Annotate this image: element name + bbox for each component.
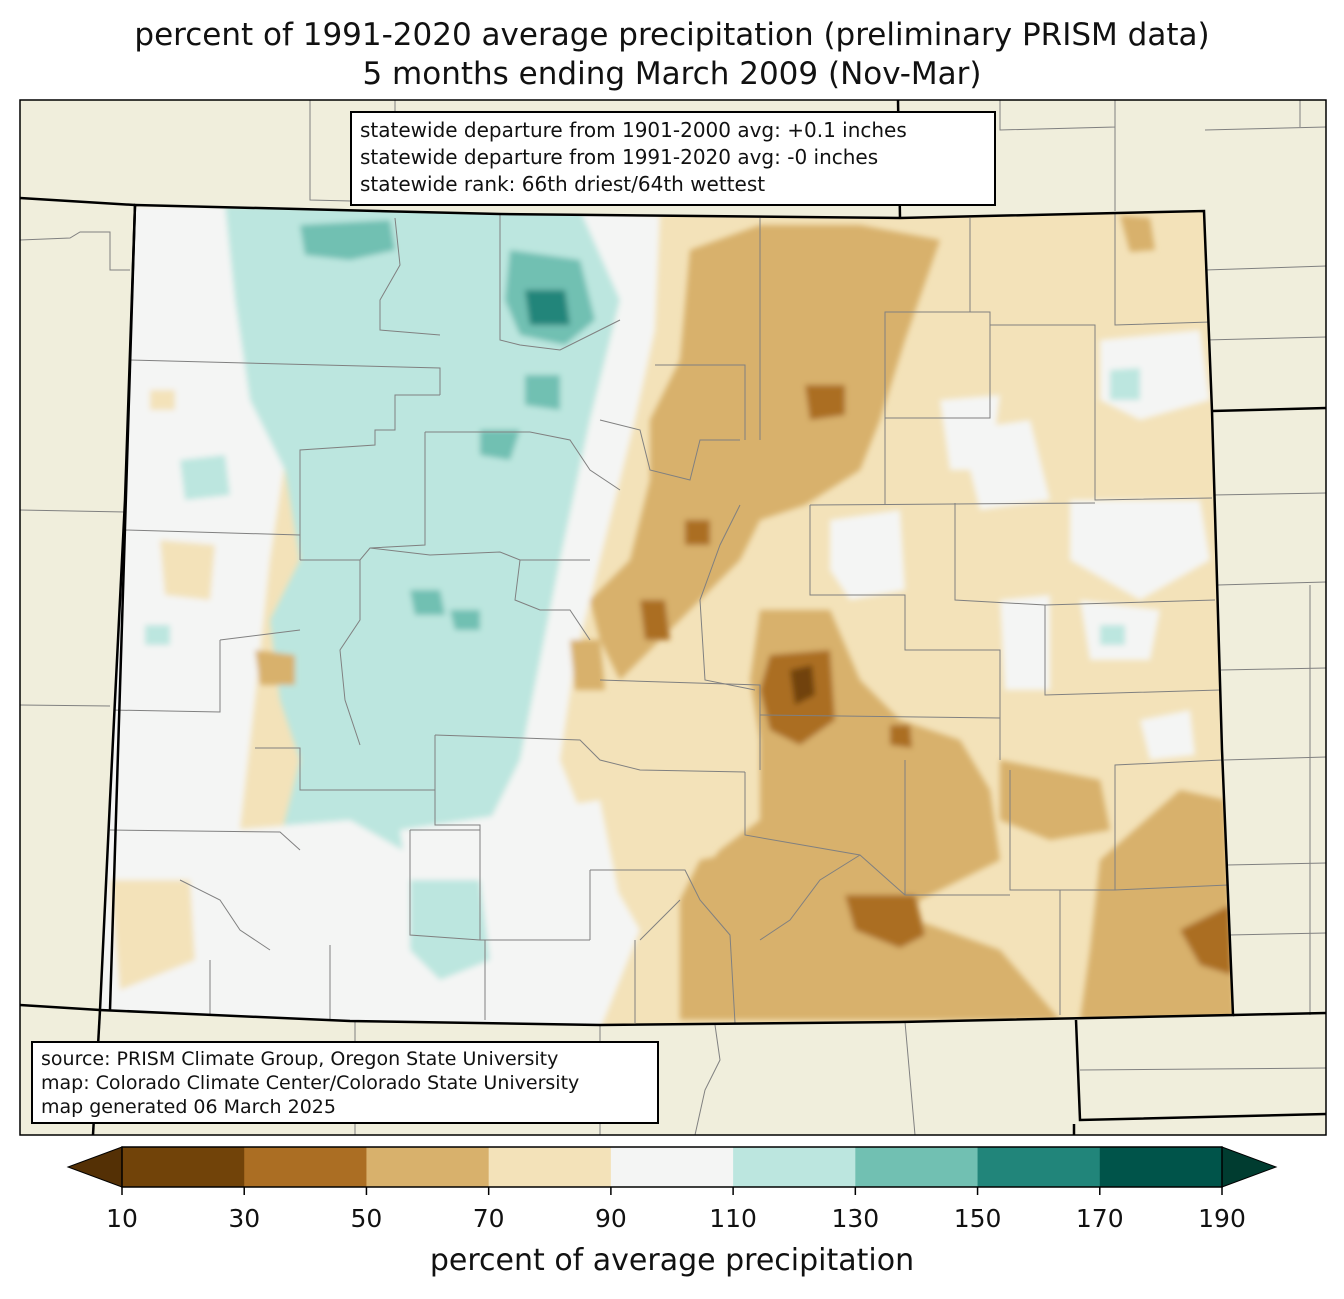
colorbar-tick-label: 10 — [106, 1204, 138, 1233]
colorado-county-lines — [109, 211, 1229, 1024]
state-borders — [19, 99, 1327, 1136]
colorado-precip-field — [100, 205, 1233, 1025]
colorbar-tick-label: 90 — [594, 1204, 627, 1233]
source-line-2: map: Colorado Climate Center/Colorado St… — [41, 1072, 580, 1094]
colorbar-bin — [977, 1147, 1101, 1187]
map-title: percent of 1991-2020 average precipitati… — [134, 17, 1210, 53]
source-line-3: map generated 06 March 2025 — [41, 1096, 336, 1118]
colorbar-bin — [1099, 1147, 1223, 1187]
colorado-border — [98, 203, 1235, 1027]
colorbar-under-arrow — [66, 1146, 123, 1188]
colorbar-bin — [122, 1147, 245, 1187]
map-subtitle: 5 months ending March 2009 (Nov-Mar) — [362, 56, 982, 92]
stats-line-1: statewide departure from 1901-2000 avg: … — [360, 118, 907, 142]
stats-line-3: statewide rank: 66th driest/64th wettest — [360, 172, 766, 196]
colorbar-outline — [121, 1146, 1223, 1188]
colorbar-tick-label: 70 — [472, 1204, 505, 1233]
colorbar-bin — [244, 1147, 367, 1187]
stats-line-2: statewide departure from 1991-2020 avg: … — [360, 145, 879, 169]
colorbar-tick-label: 150 — [953, 1204, 1002, 1233]
colorbar-label: percent of average precipitation — [429, 1243, 915, 1278]
colorbar-tick-label: 50 — [350, 1204, 383, 1233]
colorbar-bin — [610, 1147, 734, 1187]
colorbar-tick-label: 190 — [1198, 1204, 1246, 1233]
map-frame — [19, 99, 1327, 1136]
colorbar-bin — [488, 1147, 612, 1187]
colorbar-tick-label: 110 — [709, 1204, 757, 1233]
colorbar-tick-label: 130 — [831, 1204, 880, 1233]
stats-box: statewide departure from 1901-2000 avg: … — [350, 111, 996, 206]
source-box: source: PRISM Climate Group, Oregon Stat… — [31, 1041, 659, 1124]
colorbar-bin — [366, 1147, 490, 1187]
colorbar — [66, 1146, 1278, 1195]
colorbar-bin — [733, 1147, 856, 1187]
colorbar-over-arrow — [1221, 1146, 1278, 1188]
source-line-1: source: PRISM Climate Group, Oregon Stat… — [41, 1048, 559, 1070]
neighbor-county-lines — [20, 100, 1326, 1135]
colorbar-bin — [855, 1147, 979, 1187]
colorbar-tick-label: 30 — [228, 1204, 261, 1233]
colorbar-tick-label: 170 — [1075, 1204, 1124, 1233]
